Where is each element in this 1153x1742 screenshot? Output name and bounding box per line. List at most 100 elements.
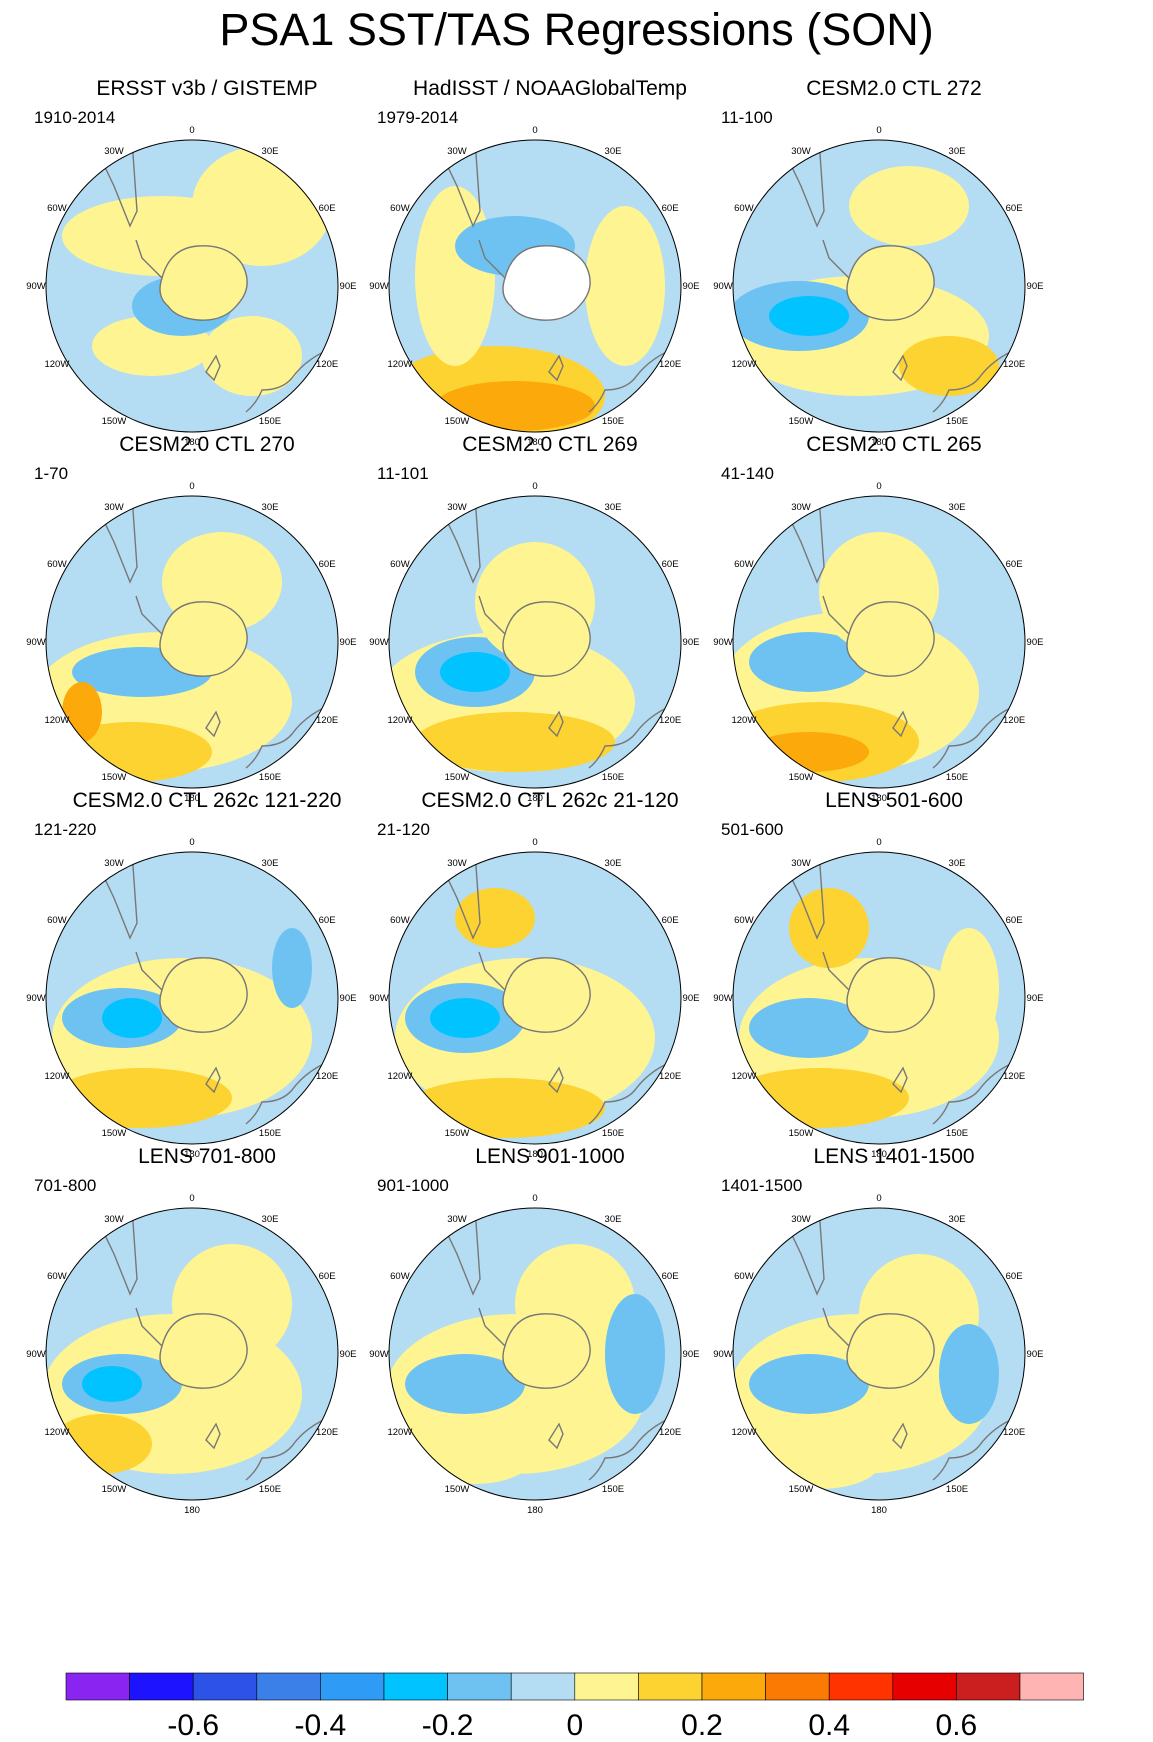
longitude-label: 90E	[683, 993, 700, 1004]
longitude-label: 30E	[949, 146, 966, 157]
longitude-label: 150W	[789, 416, 814, 427]
longitude-label: 90W	[369, 281, 389, 292]
longitude-label: 0	[189, 1193, 194, 1204]
longitude-label: 150W	[789, 1484, 814, 1495]
polar-map: 0 30E 60E 90E 120E 150E 180 150W 120W 90W 60W 30W	[26, 1193, 356, 1516]
map-boundary	[45, 495, 339, 789]
new-zealand-coastline	[548, 1422, 564, 1450]
australia-coastline	[245, 345, 338, 413]
longitude-label: 120W	[731, 715, 756, 726]
longitude-label: 60W	[47, 559, 67, 570]
peninsula-coastline	[478, 951, 506, 991]
longitude-label: 90W	[713, 993, 733, 1004]
longitude-label: 30E	[605, 146, 622, 157]
longitude-label: 120W	[44, 715, 69, 726]
anomaly-region	[435, 381, 595, 431]
anomaly-region	[585, 206, 665, 366]
longitude-label: 30W	[447, 1214, 467, 1225]
polar-map: 0 30E 60E 90E 120E 150E 180 150W 120W 90W 60W 30W	[369, 481, 700, 804]
longitude-label: 90E	[683, 637, 700, 648]
longitude-label: 150E	[259, 1128, 281, 1139]
longitude-label: 30E	[949, 502, 966, 513]
polar-map: 0 30E 60E 90E 120E 150E 180 150W 120W 90W 60W 30W	[26, 837, 357, 1160]
anomaly-region	[415, 1424, 535, 1484]
longitude-label: 60W	[47, 1271, 67, 1282]
longitude-label: 0	[876, 1193, 881, 1204]
colorbar-swatch	[701, 1672, 766, 1701]
longitude-label: 30E	[605, 1214, 622, 1225]
longitude-label: 60E	[1006, 915, 1023, 926]
longitude-label: 0	[189, 481, 194, 492]
map-boundary	[45, 139, 339, 433]
map-boundary	[732, 495, 1026, 789]
longitude-label: 0	[876, 481, 881, 492]
page-title: PSA1 SST/TAS Regressions (SON)	[219, 4, 934, 55]
colorbar-swatch	[320, 1672, 385, 1701]
longitude-label: 60W	[47, 203, 67, 214]
longitude-label: 90E	[1027, 993, 1044, 1004]
anomaly-region	[52, 1068, 232, 1128]
south-america-coastline	[433, 1208, 481, 1296]
longitude-label: 90W	[713, 637, 733, 648]
panel-title: CESM2.0 CTL 272	[806, 77, 982, 100]
anomaly-region	[749, 1354, 869, 1414]
longitude-label: 120E	[1003, 1427, 1025, 1438]
longitude-label: 60W	[390, 1271, 410, 1282]
longitude-label: 30E	[605, 858, 622, 869]
longitude-label: 150E	[259, 772, 281, 783]
longitude-label: 90W	[26, 1349, 46, 1360]
colorbar-swatch	[638, 1672, 703, 1701]
anomaly-region	[102, 998, 162, 1038]
panel-period: 11-101	[377, 464, 429, 483]
longitude-label: 60W	[47, 915, 67, 926]
panel-title: CESM2.0 CTL 269	[462, 433, 638, 456]
peninsula-coastline	[135, 239, 163, 279]
panel-title: ERSST v3b / GISTEMP	[96, 77, 318, 100]
anomaly-region	[82, 1366, 142, 1402]
longitude-label: 30W	[791, 858, 811, 869]
longitude-label: 180	[527, 1505, 543, 1516]
south-america-coastline	[90, 1208, 138, 1296]
australia-coastline	[932, 345, 1025, 413]
map-panel: CESM2.0 CTL 270 1-70 0 30E 60E 90E 120E 150E 180…	[17, 432, 397, 822]
colorbar-label: 0.6	[936, 1709, 978, 1742]
map-boundary	[388, 1207, 682, 1501]
colorbar-swatch	[192, 1672, 258, 1701]
map-panel: LENS 701-800 701-800 0 30E 60E 90E 120E 150E 180…	[17, 1144, 397, 1534]
new-zealand-coastline	[548, 710, 564, 738]
map-panel: LENS 1401-1500 1401-1500 0 30E 60E 90E 120E 150…	[704, 1144, 1084, 1534]
longitude-label: 90W	[369, 993, 389, 1004]
south-america-coastline	[777, 140, 825, 228]
colorbar-label: -0.4	[295, 1709, 347, 1742]
anomaly-region	[62, 682, 102, 742]
longitude-label: 60W	[734, 559, 754, 570]
map-boundary	[388, 139, 682, 433]
peninsula-coastline	[822, 951, 850, 991]
anomaly-region	[455, 888, 535, 948]
south-america-coastline	[777, 1208, 825, 1296]
longitude-label: 90W	[26, 637, 46, 648]
colorbar-swatch	[1019, 1672, 1084, 1701]
longitude-label: 90E	[340, 993, 357, 1004]
longitude-label: 120E	[316, 359, 338, 370]
colorbar-swatch	[447, 1672, 512, 1701]
panel-title: CESM2.0 CTL 262c 121-220	[72, 789, 342, 812]
anomaly-region	[605, 1294, 665, 1414]
map-panel: LENS 501-600 501-600 0 30E 60E 90E 120E 150E 180…	[704, 788, 1084, 1178]
longitude-label: 150E	[602, 772, 624, 783]
antarctica-coastline	[502, 957, 591, 1033]
antarctica-coastline	[502, 601, 591, 677]
colorbar-label: 0.2	[681, 1709, 723, 1742]
longitude-label: 30W	[791, 1214, 811, 1225]
longitude-label: 120W	[387, 359, 412, 370]
longitude-label: 120E	[659, 359, 681, 370]
panel-period: 501-600	[721, 820, 784, 839]
map-panel: CESM2.0 CTL 262c 121-220 121-220 0 30E 60E 90…	[17, 788, 397, 1178]
longitude-label: 180	[871, 793, 887, 804]
longitude-label: 150W	[789, 772, 814, 783]
longitude-label: 150E	[946, 416, 968, 427]
anomaly-region	[430, 998, 500, 1038]
colorbar-swatch	[828, 1672, 894, 1701]
longitude-label: 90W	[713, 1349, 733, 1360]
longitude-label: 120W	[387, 1071, 412, 1082]
